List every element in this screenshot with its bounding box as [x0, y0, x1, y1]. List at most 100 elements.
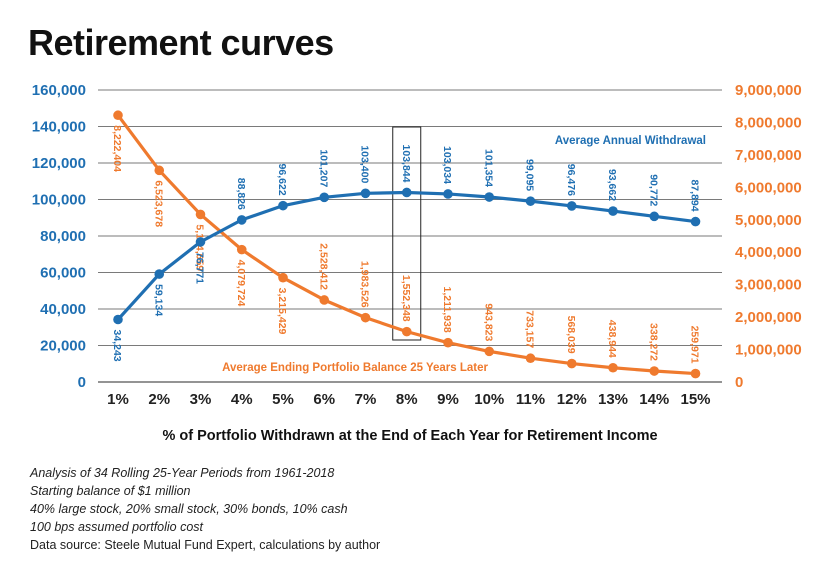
data-point: [154, 165, 165, 176]
legend-portfolio-balance: Average Ending Portfolio Balance 25 Year…: [222, 362, 488, 374]
data-point: [319, 192, 330, 203]
data-label: 101,207: [317, 149, 329, 187]
data-point: [236, 244, 247, 255]
series-portfolio-balance: 8,222,404 6,523,678 5,164,659 4,079,724 3,21…: [111, 110, 701, 379]
data-point: [443, 337, 453, 348]
data-point: [484, 346, 495, 357]
highlight-rect: [392, 126, 422, 341]
data-point: [690, 216, 701, 227]
data-point: [278, 200, 288, 211]
data-point: [236, 215, 247, 225]
data-label: 76,771: [194, 252, 206, 284]
y-right-tick-label: 7,000,000: [735, 147, 802, 164]
data-label: 8,222,404: [111, 125, 123, 172]
data-point: [360, 188, 371, 199]
y-left-tick-label: 20,000: [40, 338, 86, 355]
data-label: 59,134: [152, 284, 164, 316]
x-tick-label: 8%: [396, 391, 418, 408]
data-point: [649, 211, 660, 222]
data-point: [278, 272, 288, 283]
y-left-tick-label: 140,000: [32, 119, 86, 136]
note-line: Analysis of 34 Rolling 25-Year Periods f…: [30, 466, 335, 480]
data-label: 338,272: [647, 323, 659, 361]
data-point: [608, 362, 618, 373]
data-label: 3,215,429: [276, 288, 288, 335]
note-line: Starting balance of $1 million: [30, 484, 191, 498]
data-label: 101,354: [482, 149, 494, 187]
x-tick-label: 13%: [598, 391, 628, 408]
y-right-tick-label: 4,000,000: [735, 244, 802, 261]
y-axis-right: 0 1,000,000 2,000,000 3,000,000 4,000,000 5,0…: [735, 82, 802, 391]
data-point: [195, 237, 206, 247]
y-right-tick-label: 0: [735, 374, 743, 391]
y-right-tick-label: 5,000,000: [735, 212, 802, 229]
data-point: [484, 192, 495, 202]
data-point: [113, 314, 123, 325]
x-tick-label: 12%: [557, 391, 587, 408]
y-left-tick-label: 80,000: [40, 228, 86, 245]
data-label: 103,400: [359, 145, 371, 183]
x-tick-label: 6%: [313, 391, 335, 408]
data-label: 96,622: [276, 164, 288, 196]
data-point: [608, 206, 618, 216]
y-left-tick-label: 100,000: [32, 192, 86, 209]
data-label: 5,164,659: [194, 224, 206, 271]
x-tick-label: 11%: [516, 391, 545, 408]
data-point: [566, 201, 577, 211]
data-label: 6,523,678: [152, 180, 164, 227]
data-point: [195, 209, 206, 220]
data-label: 103,844: [400, 145, 412, 183]
chart-svg: 0 20,000 40,000 60,000 80,000 100,000 120,000 1…: [32, 82, 802, 444]
data-label: 2,528,412: [317, 243, 329, 290]
y-left-tick-label: 0: [78, 374, 86, 391]
chart-title: Retirement curves: [28, 22, 334, 63]
data-point: [525, 353, 536, 364]
data-point: [690, 368, 701, 379]
x-tick-label: 2%: [148, 391, 170, 408]
x-tick-label: 5%: [272, 391, 294, 408]
data-label: 1,211,938: [441, 287, 453, 333]
y-left-tick-label: 40,000: [40, 301, 86, 318]
data-label: 34,243: [111, 330, 123, 362]
x-tick-label: 1%: [107, 391, 129, 408]
data-label: 88,826: [235, 178, 247, 210]
data-label: 1,552,348: [400, 275, 412, 322]
x-tick-label: 15%: [680, 391, 710, 408]
y-right-tick-label: 3,000,000: [735, 277, 802, 294]
data-label: 259,971: [689, 326, 701, 364]
x-tick-label: 3%: [190, 391, 212, 408]
data-point: [401, 326, 412, 337]
data-point: [360, 312, 371, 323]
data-point: [566, 358, 577, 369]
data-point: [113, 110, 123, 121]
y-left-tick-label: 160,000: [32, 82, 86, 99]
legend-annual-withdrawal: Average Annual Withdrawal: [555, 135, 706, 147]
data-point: [319, 295, 330, 305]
data-point: [154, 269, 165, 279]
y-right-tick-label: 1,000,000: [735, 342, 802, 359]
series-annual-withdrawal: 34,243 59,134 76,771 88,826 96,622 101,207 103…: [111, 145, 701, 362]
data-point: [443, 189, 453, 199]
y-axis-left: 0 20,000 40,000 60,000 80,000 100,000 120,000 1…: [32, 82, 86, 391]
x-axis: 1% 2% 3% 4% 5% 6% 7% 8% 9% 10% 11% 12% 13% 14% 15%: [107, 391, 710, 408]
data-point: [401, 187, 412, 198]
y-left-tick-label: 60,000: [40, 265, 86, 282]
y-right-tick-label: 6,000,000: [735, 179, 802, 196]
data-label: 1,983,526: [359, 261, 371, 308]
data-label: 733,157: [524, 310, 536, 348]
x-tick-label: 9%: [437, 391, 459, 408]
data-label: 4,079,724: [235, 260, 247, 307]
x-axis-label: % of Portfolio Withdrawn at the End of E…: [162, 428, 657, 444]
x-tick-label: 4%: [231, 391, 253, 408]
data-source: Data source: Steele Mutual Fund Expert, …: [30, 538, 381, 552]
data-label: 96,476: [565, 164, 577, 196]
gridlines: [98, 89, 722, 383]
data-label: 438,944: [606, 320, 618, 358]
note-line: 40% large stock, 20% small stock, 30% bo…: [30, 502, 348, 516]
y-right-tick-label: 8,000,000: [735, 114, 802, 131]
data-label: 93,662: [606, 169, 618, 201]
data-label: 943,823: [482, 303, 494, 341]
chart-notes: Analysis of 34 Rolling 25-Year Periods f…: [30, 464, 380, 554]
y-right-tick-label: 9,000,000: [735, 82, 802, 99]
data-point: [525, 196, 536, 206]
